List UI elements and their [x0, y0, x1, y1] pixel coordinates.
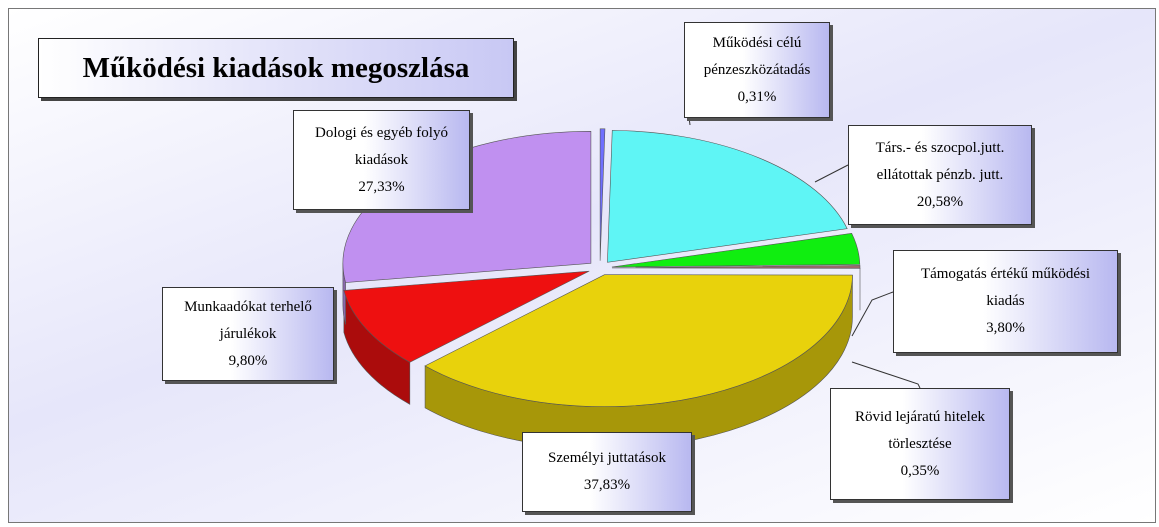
label-name: Működési célú pénzeszközátadás: [703, 34, 811, 78]
label-value: 0,31%: [737, 88, 777, 105]
label-value: 3,80%: [986, 320, 1025, 336]
pie-slice: [607, 130, 848, 263]
data-label: Dologi és egyéb folyó kiadások 27,33%: [293, 110, 470, 210]
chart-title: Működési kiadások megoszlása: [38, 38, 514, 98]
pie-slice: [599, 128, 606, 261]
label-name: Dologi és egyéb folyó kiadások: [315, 124, 448, 168]
data-label: Munkaadókat terhelő járulékok 9,80%: [162, 287, 334, 381]
data-label: Személyi juttatások 37,83%: [522, 432, 692, 512]
label-name: Munkaadókat terhelő járulékok: [184, 298, 312, 342]
label-value: 37,83%: [583, 477, 631, 493]
pie-slice: [611, 232, 861, 268]
data-label: Működési célú pénzeszközátadás 0,31%: [684, 22, 830, 118]
data-label: Társ.- és szocpol.jutt. ellátottak pénzb…: [848, 125, 1032, 225]
data-label: Támogatás értékű működési kiadás 3,80%: [893, 250, 1118, 353]
label-name: Társ.- és szocpol.jutt. ellátottak pénzb…: [875, 139, 1005, 183]
pie-slice: [343, 270, 590, 363]
pie-slice: [424, 274, 853, 407]
label-value: 0,35%: [900, 462, 940, 479]
label-value: 9,80%: [228, 352, 268, 369]
label-value: 27,33%: [358, 178, 405, 195]
pie-slice: [611, 265, 861, 269]
label-name: Személyi juttatások: [548, 450, 666, 466]
leader-line: [851, 291, 894, 337]
leader-line: [851, 361, 921, 389]
data-label: Rövid lejáratú hitelek törlesztése 0,35%: [830, 388, 1010, 500]
leader-line: [814, 164, 849, 183]
label-value: 20,58%: [916, 193, 964, 210]
label-name: Rövid lejáratú hitelek törlesztése: [855, 408, 985, 452]
label-name: Támogatás értékű működési kiadás: [920, 266, 1091, 309]
